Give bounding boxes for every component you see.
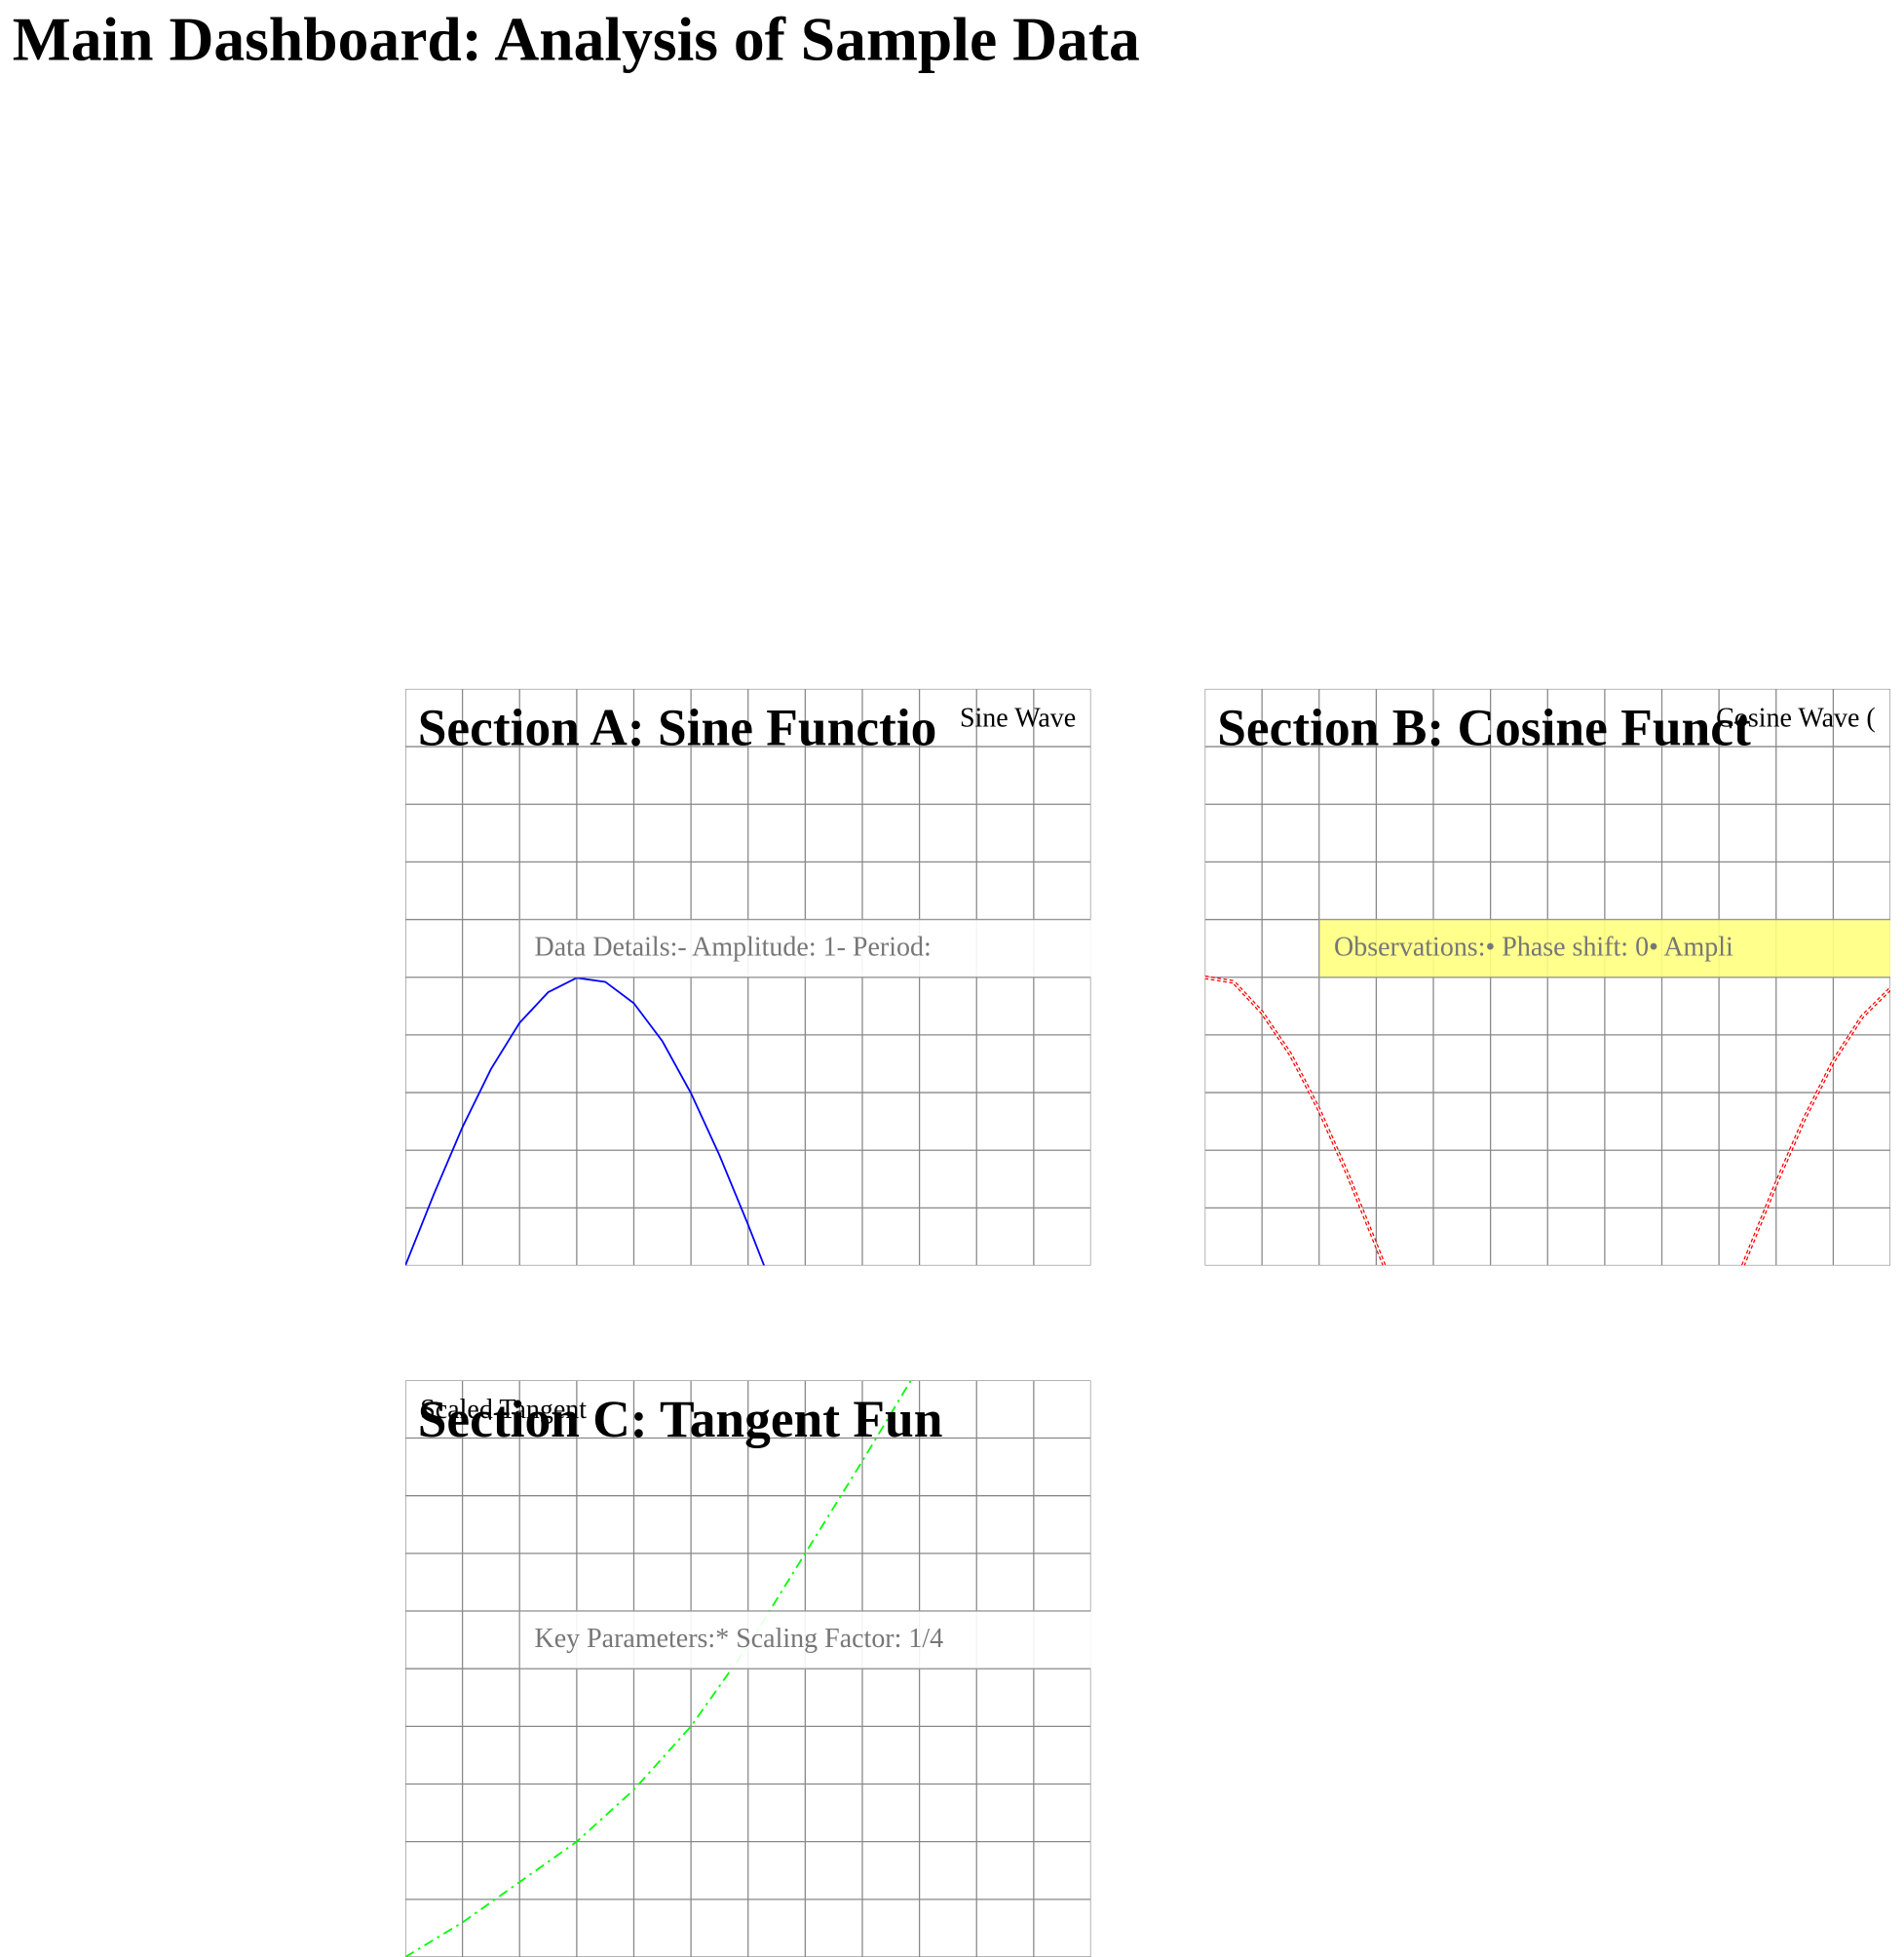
annotation-box <box>518 918 1091 978</box>
line-series <box>404 1380 912 1957</box>
annotation: Data Details:- Amplitude: 1- Period: <box>535 933 932 963</box>
annotation: Observations:• Phase shift: 0• Ampli <box>1334 933 1733 963</box>
annotation-box <box>518 1610 1091 1669</box>
line-series <box>404 977 765 1266</box>
dashboard-title: Main Dashboard: Analysis of Sample Data <box>13 4 1140 73</box>
section-title: Section B: Cosine Funct <box>1217 698 1751 756</box>
section-title: Section C: Tangent Fun <box>418 1390 943 1448</box>
legend-entry: Cosine Wave ( <box>1716 703 1876 733</box>
chart-panel: Observations:• Phase shift: 0• Ampli Sect… <box>1204 688 1891 1266</box>
chart-panel: Data Details:- Amplitude: 1- Period: Sect… <box>404 688 1091 1266</box>
legend-entry: Sine Wave <box>960 703 1076 733</box>
annotation: Key Parameters:* Scaling Factor: 1/4 <box>535 1624 944 1654</box>
section-title: Section A: Sine Functio <box>418 698 937 756</box>
annotation-box <box>1318 918 1891 978</box>
chart-panel: Key Parameters:* Scaling Factor: 1/4 Sect… <box>404 1380 1091 1957</box>
legend-entry: Scaled Tangent <box>420 1395 587 1425</box>
line-series-core <box>1204 977 1891 1266</box>
